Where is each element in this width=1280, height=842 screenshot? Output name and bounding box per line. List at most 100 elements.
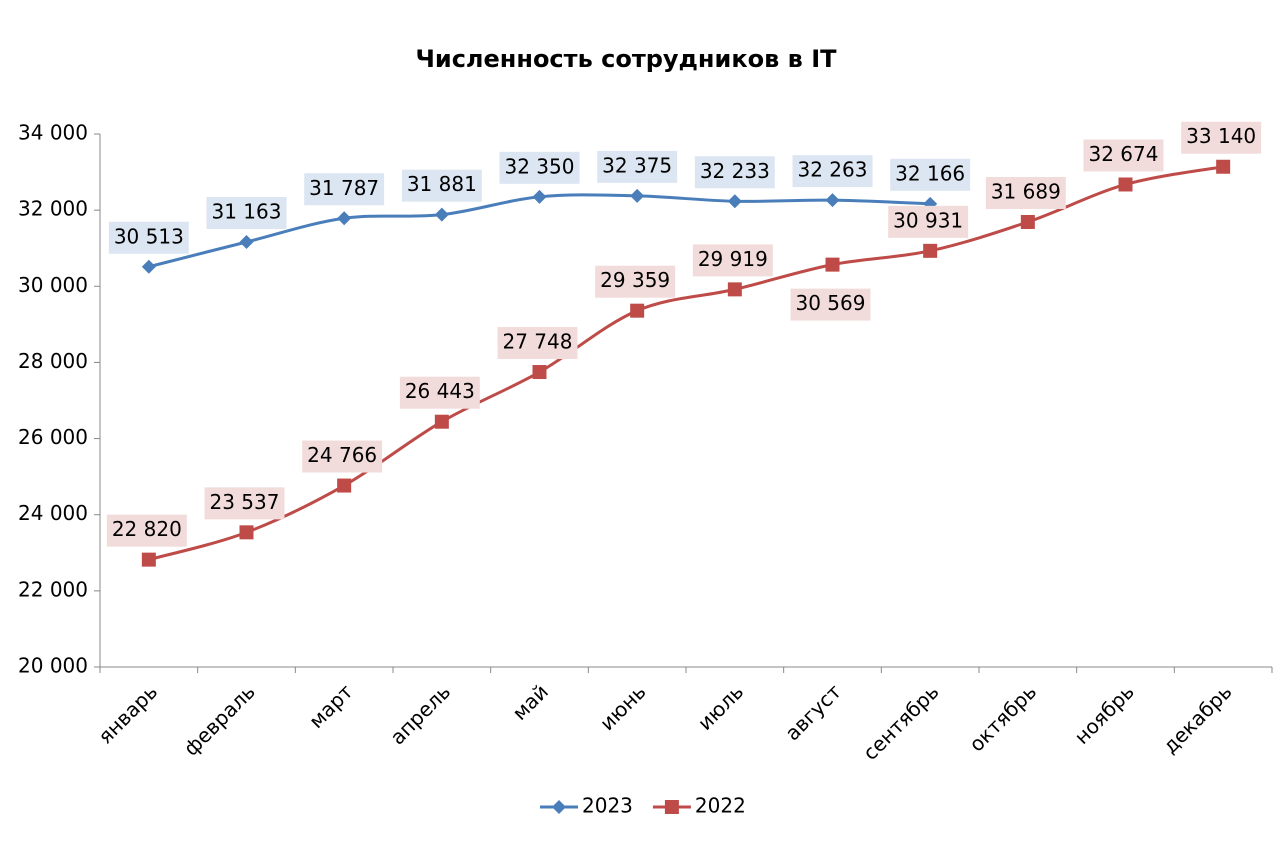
data-label: 29 919 bbox=[692, 244, 773, 277]
y-tick-label: 20 000 bbox=[18, 654, 88, 678]
data-label-text: 32 166 bbox=[895, 161, 965, 185]
data-label: 31 787 bbox=[304, 173, 385, 206]
data-label-bg bbox=[106, 514, 187, 547]
x-tick-label: май bbox=[507, 679, 552, 724]
data-label-bg bbox=[206, 197, 287, 230]
marker bbox=[337, 211, 352, 226]
data-label: 31 689 bbox=[985, 176, 1066, 209]
data-label-text: 24 766 bbox=[307, 443, 377, 467]
data-label-bg bbox=[401, 169, 482, 202]
marker bbox=[239, 235, 254, 250]
data-label-text: 30 513 bbox=[114, 224, 184, 248]
data-label-bg bbox=[597, 150, 678, 183]
data-label-bg bbox=[499, 151, 580, 184]
legend-label: 2023 bbox=[582, 794, 633, 818]
data-label-text: 22 820 bbox=[112, 517, 182, 541]
x-tick-label: сентябрь bbox=[858, 679, 943, 764]
y-tick-label: 30 000 bbox=[18, 273, 88, 297]
data-label: 32 674 bbox=[1083, 139, 1164, 172]
marker bbox=[630, 303, 645, 318]
data-label: 23 537 bbox=[204, 487, 285, 520]
data-label-text: 29 359 bbox=[600, 268, 670, 292]
x-tick-label: август bbox=[780, 679, 846, 745]
y-tick-label: 24 000 bbox=[18, 501, 88, 525]
data-label-text: 32 263 bbox=[798, 158, 868, 182]
chart-title: Численность сотрудников в IT bbox=[415, 45, 837, 73]
data-label-text: 32 375 bbox=[602, 153, 672, 177]
marker bbox=[434, 207, 449, 222]
legend-label: 2022 bbox=[695, 794, 746, 818]
data-label-text: 30 569 bbox=[796, 291, 866, 315]
x-tick-label: июнь bbox=[595, 679, 651, 735]
data-label-text: 27 748 bbox=[503, 330, 573, 354]
data-label-bg bbox=[302, 440, 383, 473]
data-label-bg bbox=[694, 156, 775, 189]
marker bbox=[532, 189, 547, 204]
marker bbox=[141, 259, 156, 274]
data-label-bg bbox=[792, 155, 873, 188]
data-label: 32 233 bbox=[694, 156, 775, 189]
data-label-text: 30 931 bbox=[893, 208, 963, 232]
marker bbox=[727, 282, 742, 297]
marker bbox=[532, 365, 547, 380]
marker bbox=[630, 188, 645, 203]
data-label-text: 29 919 bbox=[698, 247, 768, 271]
marker bbox=[337, 478, 352, 493]
y-tick-label: 26 000 bbox=[18, 425, 88, 449]
x-tick-label: ноябрь bbox=[1070, 679, 1139, 748]
data-label-text: 31 689 bbox=[991, 179, 1061, 203]
data-label: 30 569 bbox=[790, 288, 871, 321]
data-label-bg bbox=[108, 221, 189, 254]
x-tick-label: октябрь bbox=[964, 679, 1041, 756]
marker bbox=[239, 525, 254, 540]
marker bbox=[727, 194, 742, 209]
marker bbox=[923, 243, 938, 258]
marker bbox=[1020, 214, 1035, 229]
data-label: 31 881 bbox=[401, 169, 482, 202]
data-label-text: 32 674 bbox=[1089, 142, 1159, 166]
data-label-bg bbox=[790, 288, 871, 321]
data-label: 30 931 bbox=[888, 205, 969, 238]
data-label-bg bbox=[595, 265, 676, 298]
data-label-text: 32 350 bbox=[505, 154, 575, 178]
marker bbox=[141, 552, 156, 567]
data-label: 32 263 bbox=[792, 155, 873, 188]
marker bbox=[552, 800, 566, 814]
data-label-bg bbox=[399, 376, 480, 409]
data-label: 27 748 bbox=[497, 327, 578, 360]
data-label: 26 443 bbox=[399, 376, 480, 409]
data-label-text: 33 140 bbox=[1186, 124, 1256, 148]
data-label-bg bbox=[304, 173, 385, 206]
data-label-bg bbox=[1083, 139, 1164, 172]
y-tick-label: 32 000 bbox=[18, 197, 88, 221]
data-label-text: 32 233 bbox=[700, 159, 770, 183]
marker bbox=[1118, 177, 1133, 192]
data-label-bg bbox=[497, 327, 578, 360]
data-label-text: 26 443 bbox=[405, 379, 475, 403]
data-label: 32 166 bbox=[890, 158, 971, 191]
y-tick-label: 34 000 bbox=[18, 121, 88, 145]
x-tick-label: январь bbox=[93, 679, 162, 748]
data-label: 32 375 bbox=[597, 150, 678, 183]
data-label-bg bbox=[890, 158, 971, 191]
marker bbox=[434, 414, 449, 429]
data-label: 22 820 bbox=[106, 514, 187, 547]
marker bbox=[664, 800, 679, 814]
x-tick-label: март bbox=[304, 679, 358, 733]
data-label: 24 766 bbox=[302, 440, 383, 473]
x-tick-label: апрель bbox=[385, 679, 455, 749]
x-tick-label: июль bbox=[693, 679, 748, 734]
data-label: 31 163 bbox=[206, 197, 287, 230]
data-label-bg bbox=[1181, 121, 1262, 154]
data-label-bg bbox=[692, 244, 773, 277]
data-label-bg bbox=[204, 487, 285, 520]
data-label-text: 31 163 bbox=[212, 200, 282, 224]
data-label-text: 31 787 bbox=[309, 176, 379, 200]
data-label-text: 31 881 bbox=[407, 172, 477, 196]
data-label: 33 140 bbox=[1181, 121, 1262, 154]
data-label-text: 23 537 bbox=[210, 490, 280, 514]
marker bbox=[825, 193, 840, 208]
x-tick-label: февраль bbox=[179, 679, 260, 760]
data-label: 32 350 bbox=[499, 151, 580, 184]
marker bbox=[825, 257, 840, 272]
